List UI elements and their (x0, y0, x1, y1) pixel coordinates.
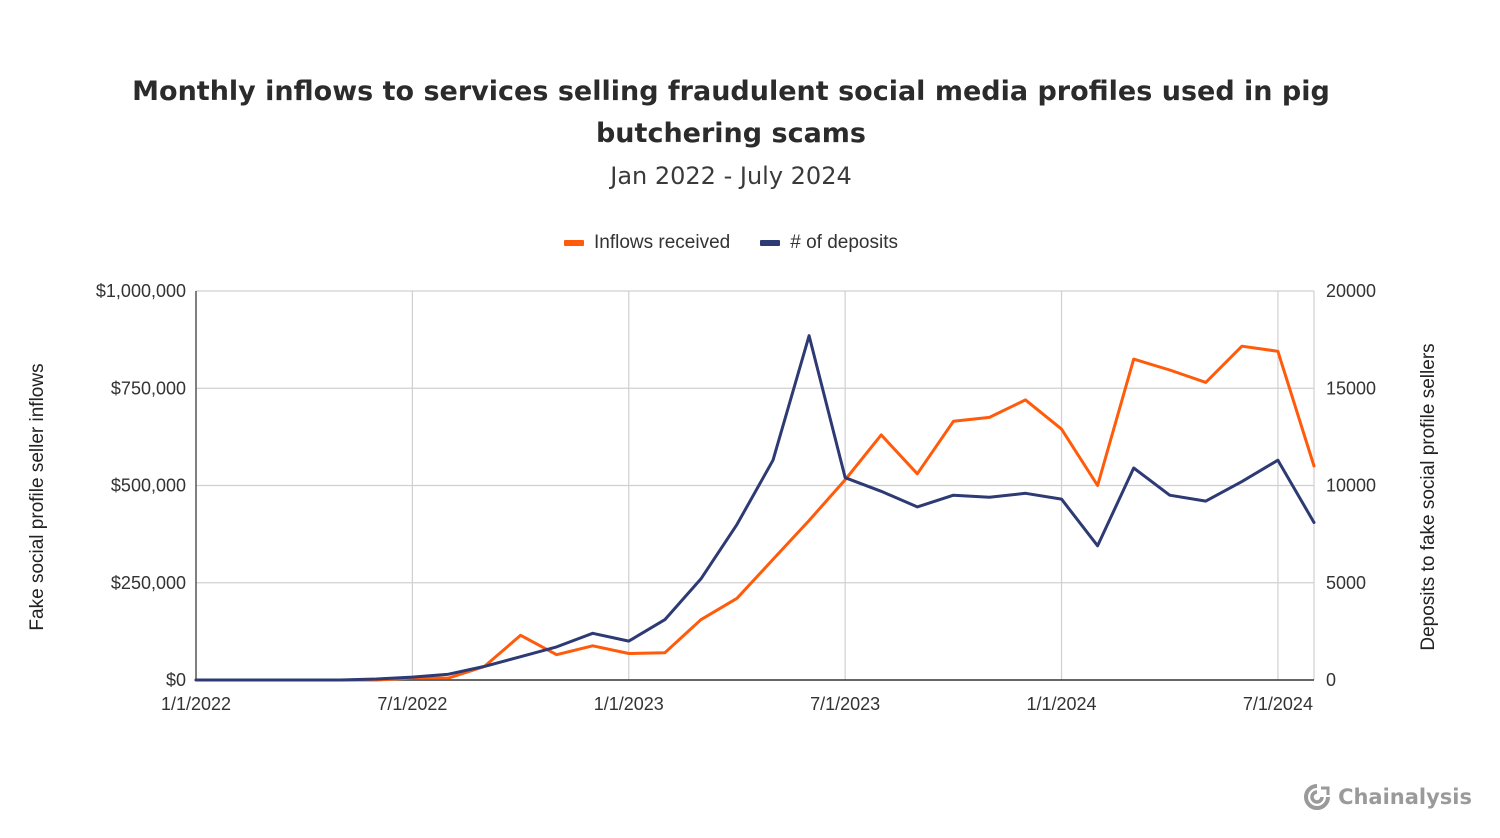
legend-item-deposits[interactable]: # of deposits (760, 232, 898, 254)
chart-grid (195, 290, 1315, 680)
chart-tick-labels: $0 0 $250,000 5000 $500,000 10000 $750,000 1500… (96, 281, 1376, 714)
y-right-tick-label: 20000 (1326, 281, 1376, 301)
chainalysis-icon (1304, 784, 1331, 810)
y-axis-right-title: Deposits to fake social profile sellers (1418, 343, 1439, 650)
y-left-tick-label: $750,000 (111, 378, 186, 398)
chart-title-line-1: Monthly inflows to services selling frau… (132, 76, 1330, 107)
chart-subtitle: Jan 2022 - July 2024 (610, 162, 852, 190)
y-right-tick-label: 10000 (1326, 476, 1376, 496)
x-tick-label: 1/1/2022 (161, 694, 231, 714)
logo-text: Chainalysis (1338, 785, 1472, 809)
y-left-tick-label: $1,000,000 (96, 281, 186, 301)
legend-item-inflows[interactable]: Inflows received (564, 232, 730, 254)
x-tick-label: 7/1/2023 (810, 694, 880, 714)
y-left-tick-label: $0 (166, 670, 186, 690)
y-right-tick-label: 15000 (1326, 378, 1376, 398)
y-right-tick-label: 0 (1326, 670, 1336, 690)
x-tick-label: 1/1/2024 (1027, 694, 1097, 714)
legend-swatch-inflows (564, 240, 584, 246)
series-line-inflows (194, 344, 1316, 682)
x-tick-label: 1/1/2023 (594, 694, 664, 714)
y-right-tick-label: 5000 (1326, 573, 1366, 593)
legend-swatch-deposits (760, 240, 781, 246)
y-left-tick-label: $250,000 (111, 573, 186, 593)
x-tick-label: 7/1/2024 (1243, 694, 1313, 714)
legend-label-deposits: # of deposits (790, 232, 898, 253)
legend-label-inflows: Inflows received (594, 232, 731, 253)
chart-series (194, 334, 1316, 682)
chart-legend: Inflows received # of deposits (0, 232, 1462, 254)
x-tick-label: 7/1/2022 (377, 694, 447, 714)
series-line-deposits (194, 334, 1316, 682)
chainalysis-logo: Chainalysis (1304, 784, 1472, 810)
y-left-tick-label: $500,000 (111, 476, 186, 496)
y-axis-left-title: Fake social profile seller inflows (27, 363, 48, 630)
chart-title-line-2: butchering scams (595, 118, 866, 149)
